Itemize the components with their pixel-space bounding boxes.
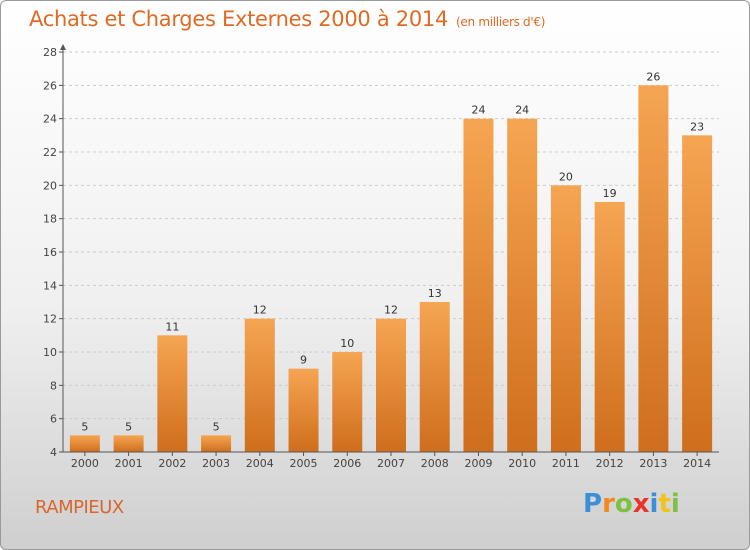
data-label: 12 xyxy=(384,304,398,317)
data-label: 24 xyxy=(515,104,529,117)
data-label: 13 xyxy=(428,287,442,300)
y-tick-label: 14 xyxy=(43,279,57,292)
y-tick-label: 16 xyxy=(43,246,57,259)
y-tick-label: 20 xyxy=(43,179,57,192)
x-tick-label: 2007 xyxy=(377,457,405,470)
x-tick-label: 2012 xyxy=(596,457,624,470)
x-tick-label: 2006 xyxy=(333,457,361,470)
y-tick-label: 10 xyxy=(43,346,57,359)
axes: 4 6 8 10 12 14 16 18 20 22 24 26 28 2000 2001 2002 2003 2… xyxy=(43,44,719,470)
y-tick-label: 22 xyxy=(43,146,57,159)
bar xyxy=(113,435,144,452)
y-tick-label: 24 xyxy=(43,113,57,126)
x-tick-label: 2003 xyxy=(202,457,230,470)
brand-letter: P xyxy=(583,489,603,519)
brand-letter: i xyxy=(670,489,680,519)
y-axis-arrow xyxy=(60,44,66,50)
data-label: 5 xyxy=(81,420,88,433)
y-tick-label: 18 xyxy=(43,213,57,226)
commune-name: RAMPIEUX xyxy=(35,497,124,518)
x-tick-label: 2001 xyxy=(115,457,143,470)
data-label: 19 xyxy=(603,187,617,200)
data-label: 5 xyxy=(125,420,132,433)
x-tick-label: 2009 xyxy=(464,457,492,470)
bar xyxy=(463,118,494,453)
bar xyxy=(69,435,100,452)
y-tick-label: 8 xyxy=(50,379,57,392)
brand-letter: r xyxy=(602,489,615,519)
x-tick-label: 2013 xyxy=(639,457,667,470)
bar xyxy=(332,352,363,452)
chart-title: Achats et Charges Externes 2000 à 2014 (e… xyxy=(29,7,545,31)
data-label: 26 xyxy=(646,70,660,83)
bar xyxy=(376,318,406,452)
data-label: 5 xyxy=(213,420,220,433)
data-label: 24 xyxy=(471,104,485,117)
bar xyxy=(419,302,450,452)
bar xyxy=(201,435,232,452)
y-tick-label: 12 xyxy=(43,313,57,326)
brand-letter: x xyxy=(632,489,650,519)
x-tick-label: 2002 xyxy=(158,457,186,470)
y-tick-label: 4 xyxy=(50,446,57,459)
data-label: 23 xyxy=(690,120,704,133)
bars: 5 5 11 5 12 9 10 12 13 24 24 20 19 26 23 xyxy=(69,70,713,453)
bar xyxy=(507,118,538,453)
x-tick-label: 2005 xyxy=(290,457,318,470)
x-tick-label: 2010 xyxy=(508,457,536,470)
brand-letter: t xyxy=(658,489,671,519)
x-tick-label: 2014 xyxy=(683,457,711,470)
data-label: 20 xyxy=(559,170,573,183)
bar xyxy=(550,185,581,453)
brand-logo: Proxiti xyxy=(583,489,680,519)
data-label: 11 xyxy=(165,320,179,333)
brand-letter: i xyxy=(649,489,659,519)
bar xyxy=(594,202,625,452)
x-tick-label: 2000 xyxy=(71,457,99,470)
x-tick-label: 2011 xyxy=(552,457,580,470)
y-tick-label: 28 xyxy=(43,46,57,59)
unit-label: (en milliers d'€) xyxy=(456,15,546,29)
bar xyxy=(244,318,275,452)
bar xyxy=(157,335,188,452)
x-tick-label: 2004 xyxy=(246,457,274,470)
data-label: 10 xyxy=(340,337,354,350)
title-text: Achats et Charges Externes 2000 à 2014 xyxy=(29,7,449,31)
y-tick-label: 26 xyxy=(43,79,57,92)
y-tick-label: 6 xyxy=(50,413,57,426)
bar xyxy=(638,85,669,452)
brand-letter: o xyxy=(614,489,633,519)
bar xyxy=(682,135,713,453)
data-label: 12 xyxy=(253,304,267,317)
data-label: 9 xyxy=(300,354,307,367)
x-tick-label: 2008 xyxy=(421,457,449,470)
bar xyxy=(288,368,319,452)
